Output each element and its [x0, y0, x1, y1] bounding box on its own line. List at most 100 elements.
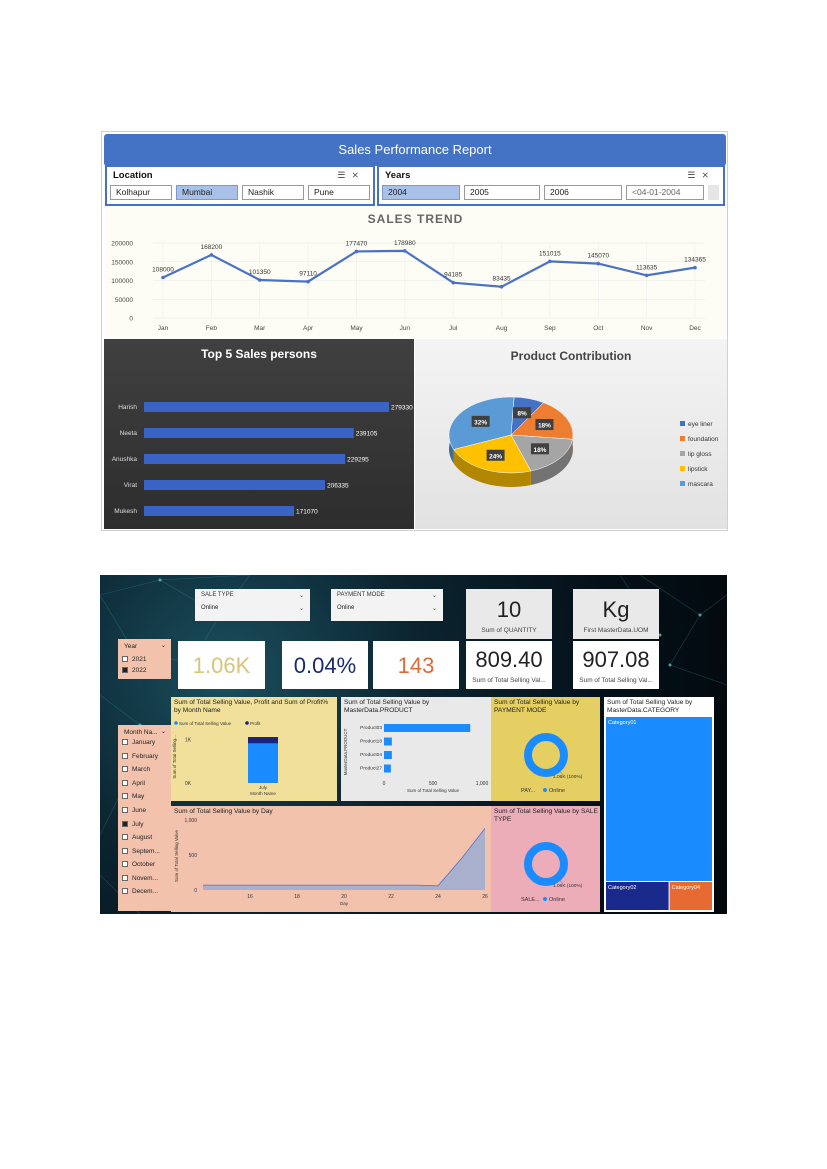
- salesperson-bar: [144, 506, 295, 516]
- legend-label: Online: [549, 897, 565, 903]
- trend-data-label: 168200: [201, 244, 223, 251]
- location-option-nashik[interactable]: Nashik: [242, 185, 304, 200]
- month-name-svg: Sum of Total Selling Value Profit Sum of T…: [172, 721, 278, 796]
- legend-swatch: [680, 451, 685, 456]
- payment-mode-dropdown[interactable]: PAYMENT MODE ⌄ Online ⌄: [331, 589, 443, 621]
- chevron-down-icon: ⌄: [431, 606, 437, 612]
- pie-data-label: 24%: [489, 453, 502, 460]
- trend-data-label: 83435: [493, 276, 511, 283]
- year-option-2006[interactable]: 2006: [544, 185, 622, 200]
- location-slicer-title: Location: [113, 170, 153, 181]
- profit-bar: [248, 737, 278, 744]
- location-option-mumbai[interactable]: Mumbai: [176, 185, 238, 200]
- pie-data-label: 32%: [474, 419, 487, 426]
- trend-data-label: 108000: [152, 267, 174, 274]
- location-option-pune[interactable]: Pune: [308, 185, 370, 200]
- month-option[interactable]: Decem...: [122, 888, 158, 895]
- clear-filter-icon[interactable]: ⨯: [351, 170, 365, 180]
- trend-point: [596, 261, 601, 266]
- month-option[interactable]: Novem...: [122, 875, 158, 882]
- multi-select-icon[interactable]: ☰: [687, 170, 702, 180]
- year-option-2022[interactable]: 2022: [122, 667, 146, 674]
- trend-data-label: 94185: [444, 272, 462, 279]
- location-option-kolhapur[interactable]: Kolhapur: [110, 185, 172, 200]
- month-name-chart-title: Sum of Total Selling Value, Profit and S…: [174, 699, 329, 714]
- trend-data-label: 101350: [249, 269, 271, 276]
- trend-point: [306, 279, 310, 284]
- month-option[interactable]: March: [122, 766, 150, 773]
- product-label: Product27: [360, 766, 382, 772]
- month-option[interactable]: June: [122, 807, 146, 814]
- y-tick-label: 1,000: [184, 818, 197, 824]
- month-option[interactable]: August: [122, 834, 152, 841]
- years-slicer: Years ☰⨯ 2004 2005 2006 <04-01-2004: [377, 165, 725, 206]
- year-option-2005[interactable]: 2005: [464, 185, 540, 200]
- year-option-2021[interactable]: 2021: [122, 656, 146, 663]
- kpi-profit-percent-card: 0.04%: [282, 641, 368, 689]
- salesperson-bar: [144, 480, 325, 490]
- month-option-july[interactable]: July: [122, 821, 144, 828]
- chevron-down-icon: ⌄: [298, 606, 304, 612]
- x-tick-label: Oct: [593, 325, 603, 332]
- day-line: [203, 828, 486, 887]
- donut-leader-line: [558, 769, 564, 776]
- legend-swatch: [680, 466, 685, 471]
- month-slicer: Month Na... ⌄ January February March Apr…: [118, 725, 171, 911]
- donut-ring: [524, 842, 568, 886]
- donut-leader-line: [558, 878, 564, 885]
- slicer-scrollbar[interactable]: [708, 185, 719, 200]
- kpi-selling-value-card: 1.06K: [178, 641, 265, 689]
- donut-legend-title: PAY...: [521, 788, 536, 794]
- legend-swatch: [680, 436, 685, 441]
- salesperson-bar: [144, 402, 389, 412]
- month-option[interactable]: January: [122, 739, 155, 746]
- donut-data-label: 1.06K (100%): [553, 774, 583, 780]
- product-bar: [384, 724, 471, 732]
- kpi-quantity-value: 10: [496, 597, 522, 622]
- salesperson-value: 171070: [296, 509, 318, 516]
- trend-data-label: 113635: [636, 264, 658, 271]
- day-svg: Sum of Total Selling Value 1,000 500 0 16 18 2…: [174, 818, 488, 906]
- sale-type-dropdown[interactable]: SALE TYPE ⌄ Online ⌄: [195, 589, 310, 621]
- month-option[interactable]: Septem...: [122, 848, 160, 855]
- y-tick-label: 200000: [111, 241, 133, 248]
- y-axis-label: Sum of Total Selling Value: [174, 829, 179, 882]
- sale-type-chart-title: Sum of Total Selling Value by SALE TYPE: [494, 808, 598, 823]
- kpi-total-selling-value-2: 907.08 Sum of Total Selling Val...: [573, 641, 659, 689]
- checkbox-icon[interactable]: [122, 656, 128, 662]
- month-option[interactable]: October: [122, 861, 155, 868]
- report-title: Sales Performance Report: [104, 134, 726, 166]
- top5-salespersons-chart: Harish 279330 Neeta 239105 Anushka 229295 Vira…: [104, 339, 414, 529]
- month-option[interactable]: February: [122, 753, 158, 760]
- x-tick-label: 18: [294, 894, 300, 900]
- pie-data-label: 18%: [538, 423, 551, 430]
- multi-select-icon[interactable]: ☰: [337, 170, 352, 180]
- x-tick-label: Nov: [641, 325, 653, 332]
- legend-label: Sum of Total Selling Value: [179, 721, 232, 726]
- payment-mode-value: Online: [337, 605, 355, 611]
- checkbox-checked-icon[interactable]: [122, 667, 128, 673]
- x-tick-label: 500: [429, 781, 438, 787]
- years-slicer-title: Years: [385, 170, 411, 181]
- treemap-category01: [606, 717, 712, 881]
- x-tick-label: 16: [247, 894, 253, 900]
- sales-performance-dashboard: Sales Performance Report Location ☰⨯ Kol…: [101, 131, 728, 531]
- kpi-uom: Kg First MasterData.UOM: [573, 589, 659, 639]
- legend-label: foundation: [688, 436, 719, 443]
- day-chart-title: Sum of Total Selling Value by Day: [174, 808, 273, 815]
- kpi-profit-card: 143: [373, 641, 459, 689]
- trend-point: [451, 280, 455, 285]
- x-tick-label: Dec: [689, 325, 701, 332]
- treemap-label: Category04: [672, 885, 700, 891]
- x-tick-label: Jan: [158, 325, 169, 332]
- year-option-2004[interactable]: 2004: [382, 185, 460, 200]
- legend-label: lip gloss: [688, 451, 712, 458]
- clear-filter-icon[interactable]: ⨯: [701, 170, 715, 180]
- month-option[interactable]: May: [122, 793, 144, 800]
- treemap-category04: [669, 882, 712, 910]
- location-slicer: Location ☰⨯ Kolhapur Mumbai Nashik Pune: [105, 165, 375, 206]
- category-treemap-title: Sum of Total Selling Value by MasterData…: [607, 699, 693, 714]
- month-option[interactable]: April: [122, 780, 145, 787]
- kpi-uom-label: First MasterData.UOM: [583, 627, 649, 634]
- year-option-before-2004[interactable]: <04-01-2004: [626, 185, 704, 200]
